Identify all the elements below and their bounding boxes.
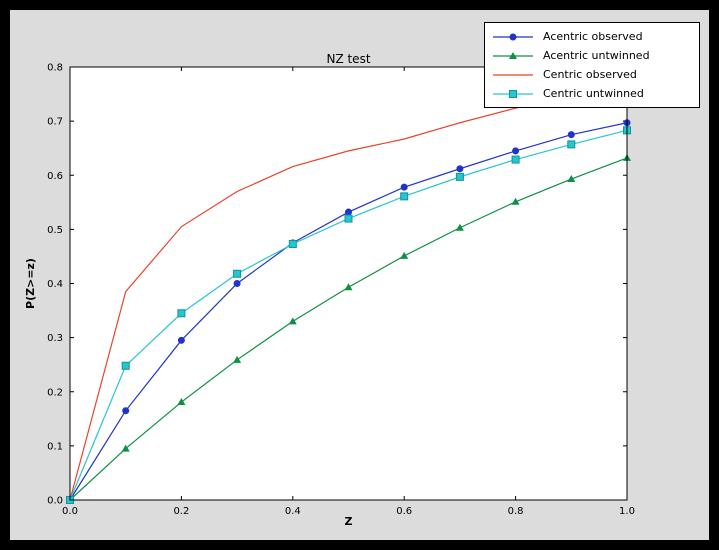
data-point-marker (456, 165, 464, 173)
y-axis-label: P(Z>=z) (10, 67, 50, 500)
y-tick-label: 0.8 (47, 63, 63, 74)
data-point-marker (400, 192, 409, 201)
y-tick-label: 0.2 (47, 387, 63, 398)
y-tick-label: 0.6 (47, 171, 63, 182)
axes-frame (69, 66, 628, 501)
legend-line-sample (493, 51, 533, 59)
data-point-marker (177, 398, 186, 406)
legend-item: Centric observed (491, 65, 693, 84)
data-point-marker (400, 183, 408, 191)
x-tick-label: 0.0 (62, 506, 78, 517)
data-point-marker (511, 155, 520, 164)
y-tick-label: 0.4 (47, 279, 63, 290)
data-point-marker (400, 251, 409, 259)
data-point-marker (288, 239, 297, 248)
data-point-marker (512, 147, 520, 155)
legend-item: Centric untwinned (491, 84, 693, 103)
data-point-marker (344, 283, 353, 291)
y-axis-label-text: P(Z>=z) (23, 258, 37, 309)
figure-canvas: 0.0 0.2 0.4 0.6 0.8 1.0 0.0 0.1 0.2 0.3 0.4 0.5 0.6 0… (10, 10, 709, 540)
legend-label: Acentric untwinned (543, 49, 650, 62)
plot-area: 0.0 0.2 0.4 0.6 0.8 1.0 0.0 0.1 0.2 0.3 0.4 0.5 0.6 0… (47, 63, 635, 518)
data-point-marker (455, 223, 464, 231)
data-point-marker (288, 317, 297, 325)
data-point-marker (455, 172, 464, 181)
data-point-marker (567, 140, 576, 149)
data-point-marker (509, 33, 517, 40)
data-point-marker (177, 336, 185, 344)
data-point-marker (567, 175, 576, 183)
y-tick-label: 0.1 (47, 441, 63, 452)
legend-item: Acentric untwinned (491, 46, 693, 65)
y-tick-label: 0.3 (47, 333, 63, 344)
data-point-marker (567, 131, 575, 139)
legend: Acentric observed Acentric untwinned Cen… (484, 22, 700, 108)
legend-label: Centric observed (543, 68, 637, 81)
legend-line-sample (493, 33, 533, 40)
x-tick-label: 0.8 (508, 506, 524, 517)
data-point-marker (509, 89, 517, 98)
data-point-marker (511, 197, 520, 205)
x-axis-label: Z (344, 515, 353, 528)
x-tick-label: 0.4 (285, 506, 301, 517)
legend-line-sample (493, 73, 533, 76)
legend-label: Centric untwinned (543, 87, 644, 100)
data-point-marker (509, 51, 517, 59)
data-point-marker (233, 269, 242, 278)
data-point-marker (233, 280, 241, 287)
y-tick-label: 0.0 (47, 496, 63, 507)
data-point-marker (122, 407, 130, 415)
y-tick-label: 0.5 (47, 225, 63, 236)
data-point-marker (233, 355, 242, 363)
plot-title: NZ test (326, 52, 371, 66)
legend-item: Acentric observed (491, 27, 693, 46)
x-tick-label: 0.2 (173, 506, 189, 517)
data-point-marker (344, 214, 353, 223)
data-point-marker (121, 361, 130, 370)
legend-label: Acentric observed (543, 30, 643, 43)
data-point-marker (177, 309, 186, 318)
x-tick-label: 0.6 (396, 506, 412, 517)
legend-line-sample (493, 89, 533, 98)
x-tick-label: 1.0 (619, 506, 635, 517)
y-tick-label: 0.7 (47, 117, 63, 128)
data-point-marker (345, 208, 352, 216)
data-point-marker (121, 444, 130, 452)
